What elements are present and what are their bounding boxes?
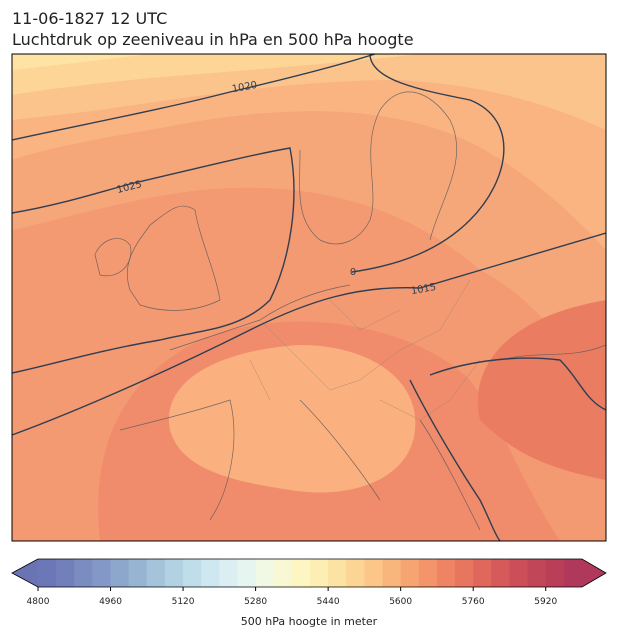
- colorbar-band: [364, 559, 384, 587]
- colorbar-band: [382, 559, 402, 587]
- colorbar-band: [128, 559, 148, 587]
- colorbar-band: [455, 559, 474, 587]
- isobar-label: 1015: [410, 282, 437, 297]
- colorbar: 4800 4960 5120 5280 5440 5600 5760 5920: [11, 558, 607, 607]
- colorbar-band: [219, 559, 238, 587]
- colorbar-band: [291, 559, 311, 587]
- colorbar-band: [56, 559, 75, 587]
- colorbar-tick-label: 5280: [244, 597, 267, 607]
- colorbar-band: [491, 559, 510, 587]
- colorbar-over: [582, 559, 606, 587]
- colorbar-tick-label: 5920: [534, 597, 557, 607]
- colorbar-outline: [11, 558, 607, 588]
- colorbar-band: [201, 559, 220, 587]
- colorbar-band: [38, 559, 57, 587]
- colorbar-band: [310, 559, 329, 587]
- colorbar-tick-label: 5760: [462, 597, 485, 607]
- colorbar-band: [92, 559, 112, 587]
- colorbar-band: [436, 559, 456, 587]
- colorbar-tick-label: 5600: [389, 597, 412, 607]
- colorbar-band: [527, 559, 547, 587]
- isobar-label: 0: [350, 267, 356, 278]
- colorbar-label: 500 hPa hoogte in meter: [241, 615, 378, 628]
- colorbar-tick-label: 5440: [317, 597, 340, 607]
- colorbar-band: [545, 559, 565, 587]
- colorbar-band: [273, 559, 293, 587]
- colorbar-band: [346, 559, 365, 587]
- colorbar-band: [183, 559, 202, 587]
- colorbar-tick-label: 4800: [27, 597, 50, 607]
- title: Luchtdruk op zeeniveau in hPa en 500 hPa…: [12, 30, 414, 49]
- isobar-label: 1020: [231, 80, 258, 95]
- date: 11-06-1827 12 UTC: [12, 9, 167, 28]
- colorbar-tick-label: 4960: [99, 597, 122, 607]
- colorbar-band: [418, 559, 438, 587]
- colorbar-band: [473, 559, 492, 587]
- colorbar-band: [328, 559, 347, 587]
- colorbar-tick-label: 5120: [172, 597, 195, 607]
- colorbar-band: [74, 559, 93, 587]
- colorbar-under: [12, 559, 38, 587]
- colorbar-band: [237, 559, 257, 587]
- colorbar-band: [146, 559, 166, 587]
- map: [12, 54, 606, 541]
- colorbar-band: [400, 559, 420, 587]
- colorbar-band: [509, 559, 529, 587]
- colorbar-band: [164, 559, 184, 587]
- colorbar-band: [563, 559, 583, 587]
- colorbar-band: [255, 559, 275, 587]
- map-frame: [11, 53, 607, 542]
- colorbar-band: [110, 559, 130, 587]
